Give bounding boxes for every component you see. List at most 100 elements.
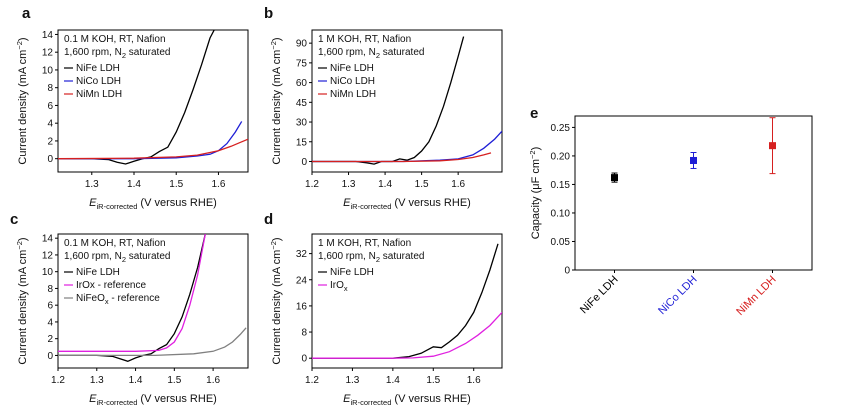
series-line-nimn-ldh — [312, 152, 492, 163]
y-tick-label: 0.10 — [551, 208, 571, 219]
y-tick-label: 32 — [296, 249, 308, 260]
y-tick-label: 0 — [301, 157, 307, 168]
legend-label: NiFe LDH — [76, 63, 120, 74]
x-tick-label: 1.6 — [467, 375, 481, 386]
y-tick-label: 16 — [296, 301, 308, 312]
y-tick-label: 0.25 — [551, 123, 571, 134]
x-tick-label: 1.3 — [345, 375, 359, 386]
y-tick-label: 12 — [42, 48, 54, 59]
panel-e: e 0 0.05 0.10 0.15 0.20 0.25 Capacity (μF cm−2)… — [528, 105, 813, 318]
y-axis-label: Current density (mA cm−2) — [15, 37, 29, 164]
y-tick-label: 24 — [296, 275, 308, 286]
series-line-irox — [312, 311, 502, 359]
data-point — [769, 142, 776, 150]
plot-frame — [311, 233, 503, 369]
legend-label: NiCo LDH — [330, 76, 375, 87]
y-axis-label-group: Current density (mA cm−2) — [15, 237, 29, 364]
series-line-nico-ldh — [58, 121, 243, 160]
y-axis-label-group: Current density (mA cm−2) — [15, 37, 29, 164]
y-axis-label: Current density (mA cm−2) — [269, 237, 283, 364]
condition-annotation: 1,600 rpm, N2 saturated — [64, 251, 170, 264]
x-tick-label: 1.5 — [167, 375, 181, 386]
series-line-nife-ldh — [312, 36, 465, 165]
series-line-nifeox-reference — [58, 327, 247, 357]
series-line-nife-ldh — [58, 234, 206, 362]
y-tick-label: 0 — [47, 351, 53, 362]
data-point — [611, 174, 618, 182]
y-tick-label: 90 — [296, 39, 308, 50]
x-tick-label: 1.4 — [129, 375, 143, 386]
y-tick-label: 0.05 — [551, 237, 571, 248]
panel-letter: e — [530, 105, 538, 122]
x-tick-label: 1.5 — [426, 375, 440, 386]
y-tick-label: 6 — [47, 301, 53, 312]
x-category-label: NiCo LDH — [656, 274, 700, 318]
y-tick-label: 75 — [296, 58, 308, 69]
plot-frame — [311, 29, 503, 173]
x-tick-label: 1.4 — [127, 179, 141, 190]
plot-frame — [574, 115, 813, 271]
y-tick-label: 0.20 — [551, 151, 571, 162]
series-line-nife-ldh — [58, 30, 215, 165]
y-tick-label: 0 — [47, 154, 53, 165]
x-tick-label: 1.4 — [378, 179, 392, 190]
y-tick-label: 12 — [42, 250, 54, 261]
panel-letter: a — [22, 5, 31, 22]
y-tick-label: 4 — [47, 119, 53, 130]
x-axis-label: EiR-corrected (V versus RHE) — [89, 393, 217, 407]
y-tick-label: 6 — [47, 101, 53, 112]
series-line-nife-ldh — [312, 243, 499, 359]
x-category-label: NiFe LDH — [578, 274, 621, 317]
legend-label: IrOx - reference — [76, 280, 146, 291]
legend-label: NiCo LDH — [76, 76, 121, 87]
legend-label: NiMn LDH — [76, 89, 122, 100]
y-tick-label: 45 — [296, 98, 308, 109]
legend-label: NiFeOx - reference — [76, 293, 160, 306]
condition-annotation: 1 M KOH, RT, Nafion — [318, 34, 411, 45]
condition-annotation: 1,600 rpm, N2 saturated — [64, 47, 170, 60]
x-axis-label: EiR-corrected (V versus RHE) — [343, 197, 471, 211]
y-tick-label: 10 — [42, 65, 54, 76]
y-tick-label: 0 — [301, 354, 307, 365]
y-tick-label: 0 — [564, 266, 570, 277]
condition-annotation: 1 M KOH, RT, Nafion — [318, 238, 411, 249]
y-tick-label: 4 — [47, 317, 53, 328]
x-tick-label: 1.2 — [305, 179, 319, 190]
y-tick-label: 0.15 — [551, 180, 571, 191]
panel-letter: d — [264, 211, 273, 228]
y-tick-label: 2 — [47, 136, 53, 147]
y-axis-label: Current density (mA cm−2) — [269, 37, 283, 164]
x-tick-label: 1.3 — [90, 375, 104, 386]
series-line-nimn-ldh — [58, 138, 248, 160]
y-axis-label: Capacity (μF cm−2) — [528, 147, 542, 240]
y-axis-label: Current density (mA cm−2) — [15, 237, 29, 364]
x-axis-label: EiR-corrected (V versus RHE) — [343, 393, 471, 407]
x-tick-label: 1.4 — [386, 375, 400, 386]
y-tick-label: 8 — [301, 328, 307, 339]
x-axis-label: EiR-corrected (V versus RHE) — [89, 197, 217, 211]
x-tick-label: 1.3 — [342, 179, 356, 190]
legend-label: NiFe LDH — [330, 63, 374, 74]
plot-frame — [57, 29, 249, 173]
panel-b: b 1.2 1.3 1.4 1.5 1.6 0 15 30 45 60 75 90 EiR-correct… — [264, 5, 503, 211]
x-tick-label: 1.6 — [206, 375, 220, 386]
legend-label: NiFe LDH — [330, 267, 374, 278]
y-tick-label: 15 — [296, 137, 308, 148]
condition-annotation: 1,600 rpm, N2 saturated — [318, 251, 424, 264]
y-tick-label: 60 — [296, 78, 308, 89]
condition-annotation: 0.1 M KOH, RT, Nafion — [64, 34, 166, 45]
y-tick-label: 8 — [47, 83, 53, 94]
condition-annotation: 1,600 rpm, N2 saturated — [318, 47, 424, 60]
panel-letter: b — [264, 5, 273, 22]
data-point — [690, 156, 697, 164]
y-axis-label-group: Current density (mA cm−2) — [269, 237, 283, 364]
y-tick-label: 30 — [296, 118, 308, 129]
y-axis-label-group: Capacity (μF cm−2) — [528, 147, 542, 240]
panel-c: c 1.2 1.3 1.4 1.5 1.6 0 2 4 6 8 10 12 14 EiR-corrected… — [10, 211, 249, 407]
x-tick-label: 1.2 — [305, 375, 319, 386]
panel-d: d 1.2 1.3 1.4 1.5 1.6 0 8 16 24 32 EiR-corrected (V… — [264, 211, 503, 407]
condition-annotation: 0.1 M KOH, RT, Nafion — [64, 238, 166, 249]
legend-label: NiFe LDH — [76, 267, 120, 278]
panel-letter: c — [10, 211, 18, 228]
